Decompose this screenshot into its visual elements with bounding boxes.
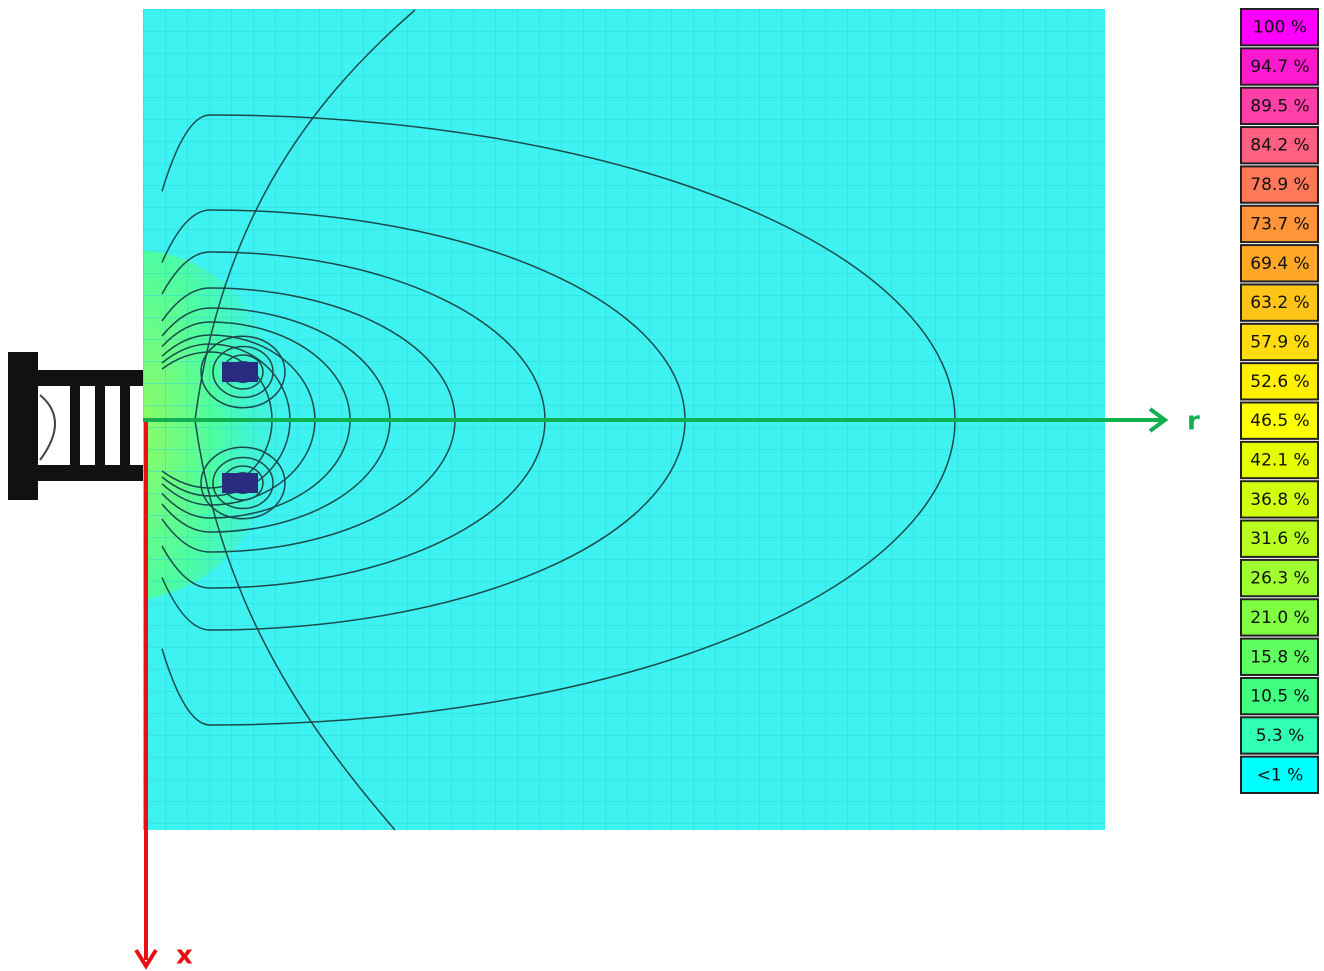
legend-label: 69.4 %: [1250, 254, 1309, 274]
legend-label: 63.2 %: [1250, 293, 1309, 313]
sources: [222, 362, 258, 493]
contour-line: [212, 345, 274, 399]
contour-line: [212, 456, 274, 510]
legend-label: 52.6 %: [1250, 372, 1309, 392]
legend-swatch: [1240, 362, 1319, 401]
legend: 100 % 94.7 % 89.5 % 84.2 % 78.9 % 73.7 % 69.4 …: [1240, 8, 1319, 795]
legend-label: 46.5 %: [1250, 411, 1309, 431]
legend-swatch: [1240, 598, 1319, 637]
legend-swatch: [1240, 401, 1319, 440]
legend-label: <1 %: [1257, 765, 1304, 785]
legend-label: 31.6 %: [1250, 529, 1309, 549]
legend-swatch: [1240, 558, 1319, 598]
legend-label: 57.9 %: [1250, 332, 1309, 352]
legend-swatch: [1240, 480, 1319, 519]
legend-label: 100 %: [1253, 18, 1307, 38]
legend-swatch: [1240, 126, 1319, 165]
legend-label: 26.3 %: [1250, 569, 1309, 589]
legend-label: 78.9 %: [1250, 175, 1309, 195]
legend-swatch: [1240, 244, 1319, 283]
r-axis-label: r: [1187, 407, 1200, 437]
x-axis-label: x: [176, 941, 193, 971]
x-arrow: [134, 948, 158, 970]
legend-label: 73.7 %: [1250, 214, 1309, 234]
legend-label: 42.1 %: [1250, 451, 1309, 471]
legend-label: 36.8 %: [1250, 490, 1309, 510]
contour-line: [200, 446, 286, 520]
legend-label: 89.5 %: [1250, 96, 1309, 116]
legend-swatch: [1240, 322, 1319, 362]
contour-line: [200, 335, 286, 409]
legend-swatch: [1240, 86, 1319, 126]
legend-swatch: [1240, 204, 1319, 244]
legend-label: 5.3 %: [1256, 726, 1305, 746]
legend-label: 94.7 %: [1250, 57, 1309, 77]
legend-label: 21.0 %: [1250, 608, 1309, 628]
legend-swatch: [1240, 283, 1319, 322]
legend-label: 84.2 %: [1250, 136, 1309, 156]
legend-swatch: [1240, 8, 1319, 47]
legend-swatch: [1240, 716, 1319, 755]
legend-swatch: [1240, 440, 1319, 480]
r-arrow: [1148, 407, 1169, 433]
legend-swatch: [1240, 47, 1319, 86]
forklift: [8, 352, 143, 500]
legend-swatch: [1240, 165, 1319, 204]
legend-label: 10.5 %: [1250, 687, 1309, 707]
legend-label: 15.8 %: [1250, 647, 1309, 667]
legend-swatch: [1240, 676, 1319, 716]
legend-swatch: [1240, 637, 1319, 676]
legend-swatch: [1240, 519, 1319, 558]
legend-swatch: [1240, 755, 1319, 795]
